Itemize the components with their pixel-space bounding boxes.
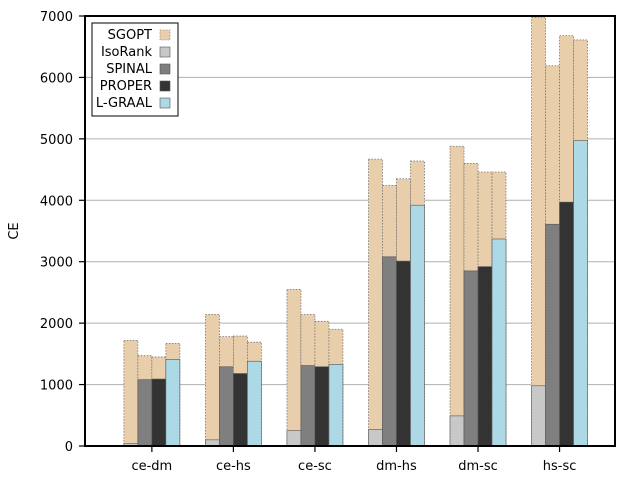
y-axis-label: CE [7,222,22,239]
bar-spinal [137,379,153,447]
legend-swatch [159,46,171,58]
legend-label: L-GRAAL [96,96,153,111]
bar-proper [151,378,167,447]
bars [123,16,588,447]
bar-spinal [545,223,560,447]
bar-l-graal [410,204,425,447]
legend-label: SGOPT [108,28,152,43]
x-tick-label: ce-sc [298,459,332,474]
y-tick-label: 0 [65,440,73,455]
sgopt-bar [531,16,546,447]
bar-proper [477,266,493,447]
bar-isorank [531,385,546,447]
bar-spinal [219,366,234,447]
bar-l-graal [491,238,507,447]
y-tick-label: 1000 [40,379,73,394]
bar-spinal [382,256,397,447]
y-tick-label: 5000 [40,133,73,148]
bar-l-graal [247,360,262,447]
bar-proper [396,260,411,447]
x-tick-label: ce-hs [216,459,251,474]
sgopt-bar [368,158,383,447]
x-tick-label: ce-dm [131,459,172,474]
legend-label: SPINAL [106,62,153,77]
y-tick-label: 6000 [40,71,73,86]
bar-proper [233,373,248,447]
y-tick-label: 2000 [40,317,73,332]
legend-swatch [159,97,171,109]
bar-l-graal [328,363,344,447]
y-tick-label: 7000 [40,10,73,25]
bar-proper [314,366,330,447]
bar-l-graal [165,359,181,447]
sgopt-bar [286,288,302,447]
bar-isorank [368,429,383,447]
bar-l-graal [573,140,588,447]
y-axis-ticks: 0 1000 2000 3000 4000 5000 6000 7000 [40,10,85,455]
sgopt-bar [204,314,220,447]
sgopt-bar [449,145,465,447]
legend-swatch [159,63,171,75]
bar-isorank [449,415,465,447]
legend-label: IsoRank [101,45,153,60]
bar-spinal [463,270,479,447]
x-tick-label: dm-hs [376,459,417,474]
y-tick-label: 4000 [40,194,73,209]
plot-frame [84,15,616,447]
legend: SGOPT IsoRank SPINAL PROPER L-GRAAL [91,22,179,117]
legend-swatch [159,80,171,92]
x-tick-label: hs-sc [543,459,577,474]
sgopt-bar [123,339,139,447]
bar-proper [559,201,574,447]
legend-swatch [159,29,171,41]
bar-isorank [286,430,302,447]
x-axis-ticks: ce-dm ce-hs ce-sc dm-hs dm-sc hs-sc [131,446,576,474]
x-tick-label: dm-sc [458,459,498,474]
legend-label: PROPER [100,79,152,94]
y-tick-label: 3000 [40,256,73,271]
bar-spinal [300,365,316,447]
